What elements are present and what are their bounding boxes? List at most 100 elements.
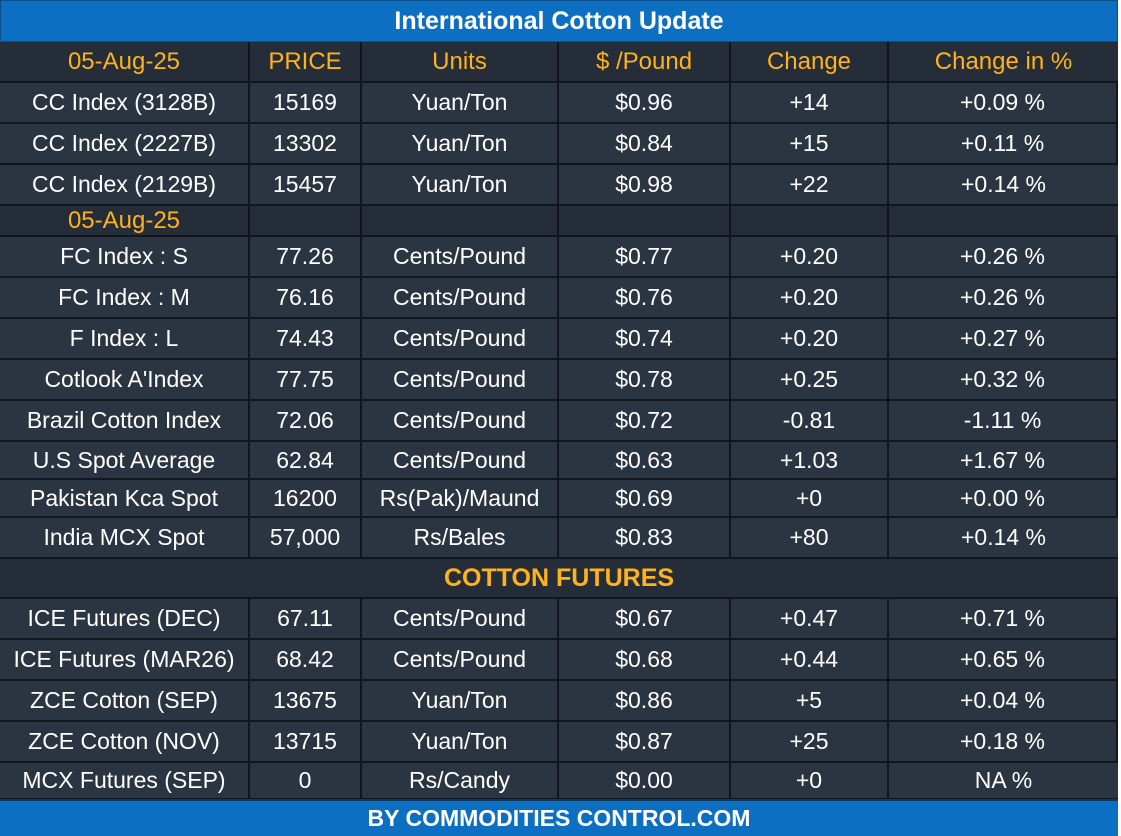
row-change-cell: +0	[731, 763, 889, 800]
spot-index-table: FC Index : S 77.26 Cents/Pound $0.77 +0.20 +0…	[0, 237, 1118, 559]
row-units-cell: Rs/Candy	[362, 763, 559, 800]
row-name-cell: ICE Futures (MAR26)	[0, 640, 250, 681]
row-usd-per-pound-cell: $0.68	[559, 640, 731, 681]
row-price-cell: 74.43	[250, 319, 362, 360]
row-units-cell: Yuan/Ton	[362, 83, 559, 124]
row-change-cell: +25	[731, 722, 889, 763]
cc-index-table: CC Index (3128B) 15169 Yuan/Ton $0.96 +14 +0.…	[0, 83, 1118, 206]
row-change-cell: -0.81	[731, 401, 889, 442]
row-usd-per-pound-cell: $0.83	[559, 518, 731, 559]
row-name-cell: FC Index : S	[0, 237, 250, 278]
row-change-pct-cell: +0.04 %	[889, 681, 1118, 722]
row-change-cell: +80	[731, 518, 889, 559]
row-name-cell: CC Index (2129B)	[0, 165, 250, 206]
row-price-cell: 13675	[250, 681, 362, 722]
futures-section-title: COTTON FUTURES	[0, 559, 1118, 599]
empty-cell	[559, 206, 731, 237]
row-name-cell: India MCX Spot	[0, 518, 250, 559]
footer-credit: BY COMMODITIES CONTROL.COM	[0, 799, 1118, 836]
row-usd-per-pound-cell: $0.74	[559, 319, 731, 360]
row-name-cell: MCX Futures (SEP)	[0, 763, 250, 800]
row-name-cell: Cotlook A'Index	[0, 360, 250, 401]
row-usd-per-pound-cell: $0.96	[559, 83, 731, 124]
row-price-cell: 15169	[250, 83, 362, 124]
row-change-cell: +14	[731, 83, 889, 124]
row-name-cell: CC Index (2227B)	[0, 124, 250, 165]
row-price-cell: 67.11	[250, 599, 362, 640]
row-usd-per-pound-cell: $0.63	[559, 442, 731, 480]
row-units-cell: Cents/Pound	[362, 319, 559, 360]
row-change-cell: +0.47	[731, 599, 889, 640]
empty-cell	[250, 206, 362, 237]
row-price-cell: 72.06	[250, 401, 362, 442]
page-title: International Cotton Update	[0, 0, 1118, 42]
row-change-pct-cell: +0.65 %	[889, 640, 1118, 681]
row-price-cell: 68.42	[250, 640, 362, 681]
row-name-cell: U.S Spot Average	[0, 442, 250, 480]
row-change-pct-cell: +0.26 %	[889, 278, 1118, 319]
row-units-cell: Rs(Pak)/Maund	[362, 480, 559, 518]
row-usd-per-pound-cell: $0.77	[559, 237, 731, 278]
row-units-cell: Cents/Pound	[362, 442, 559, 480]
row-change-cell: +1.03	[731, 442, 889, 480]
row-change-cell: +0.20	[731, 278, 889, 319]
row-units-cell: Cents/Pound	[362, 640, 559, 681]
row-change-cell: +5	[731, 681, 889, 722]
header-units: Units	[362, 42, 559, 83]
empty-cell	[889, 206, 1118, 237]
row-name-cell: ICE Futures (DEC)	[0, 599, 250, 640]
header-usd-per-pound: $ /Pound	[559, 42, 731, 83]
row-change-pct-cell: +0.11 %	[889, 124, 1118, 165]
row-units-cell: Yuan/Ton	[362, 722, 559, 763]
row-usd-per-pound-cell: $0.67	[559, 599, 731, 640]
row-usd-per-pound-cell: $0.87	[559, 722, 731, 763]
row-usd-per-pound-cell: $0.76	[559, 278, 731, 319]
row-units-cell: Yuan/Ton	[362, 681, 559, 722]
row-price-cell: 13302	[250, 124, 362, 165]
empty-cell	[362, 206, 559, 237]
row-name-cell: FC Index : M	[0, 278, 250, 319]
row-name-cell: Brazil Cotton Index	[0, 401, 250, 442]
row-change-pct-cell: +0.32 %	[889, 360, 1118, 401]
row-usd-per-pound-cell: $0.69	[559, 480, 731, 518]
row-change-cell: +0.25	[731, 360, 889, 401]
row-change-pct-cell: +0.00 %	[889, 480, 1118, 518]
row-name-cell: ZCE Cotton (NOV)	[0, 722, 250, 763]
column-header-row: 05-Aug-25 PRICE Units $ /Pound Change Ch…	[0, 42, 1118, 83]
row-price-cell: 16200	[250, 480, 362, 518]
header-change: Change	[731, 42, 889, 83]
row-units-cell: Cents/Pound	[362, 599, 559, 640]
row-change-cell: +15	[731, 124, 889, 165]
row-usd-per-pound-cell: $0.78	[559, 360, 731, 401]
section-date: 05-Aug-25	[0, 206, 250, 237]
row-price-cell: 13715	[250, 722, 362, 763]
row-change-pct-cell: +0.14 %	[889, 165, 1118, 206]
row-name-cell: CC Index (3128B)	[0, 83, 250, 124]
header-price: PRICE	[250, 42, 362, 83]
row-units-cell: Rs/Bales	[362, 518, 559, 559]
header-change-pct: Change in %	[889, 42, 1118, 83]
header-date: 05-Aug-25	[0, 42, 250, 83]
row-change-pct-cell: +0.14 %	[889, 518, 1118, 559]
row-change-cell: +0.20	[731, 237, 889, 278]
futures-table: ICE Futures (DEC) 67.11 Cents/Pound $0.67 +0…	[0, 599, 1118, 800]
row-usd-per-pound-cell: $0.86	[559, 681, 731, 722]
row-price-cell: 15457	[250, 165, 362, 206]
row-change-pct-cell: +0.71 %	[889, 599, 1118, 640]
row-price-cell: 77.26	[250, 237, 362, 278]
section-date-row: 05-Aug-25	[0, 206, 1118, 237]
row-change-pct-cell: +0.27 %	[889, 319, 1118, 360]
row-units-cell: Cents/Pound	[362, 237, 559, 278]
row-change-cell: +0	[731, 480, 889, 518]
row-price-cell: 0	[250, 763, 362, 800]
row-usd-per-pound-cell: $0.00	[559, 763, 731, 800]
row-change-cell: +0.44	[731, 640, 889, 681]
row-name-cell: Pakistan Kca Spot	[0, 480, 250, 518]
row-units-cell: Cents/Pound	[362, 360, 559, 401]
row-change-pct-cell: +1.67 %	[889, 442, 1118, 480]
row-units-cell: Yuan/Ton	[362, 165, 559, 206]
row-price-cell: 62.84	[250, 442, 362, 480]
row-change-pct-cell: NA %	[889, 763, 1118, 800]
row-units-cell: Yuan/Ton	[362, 124, 559, 165]
